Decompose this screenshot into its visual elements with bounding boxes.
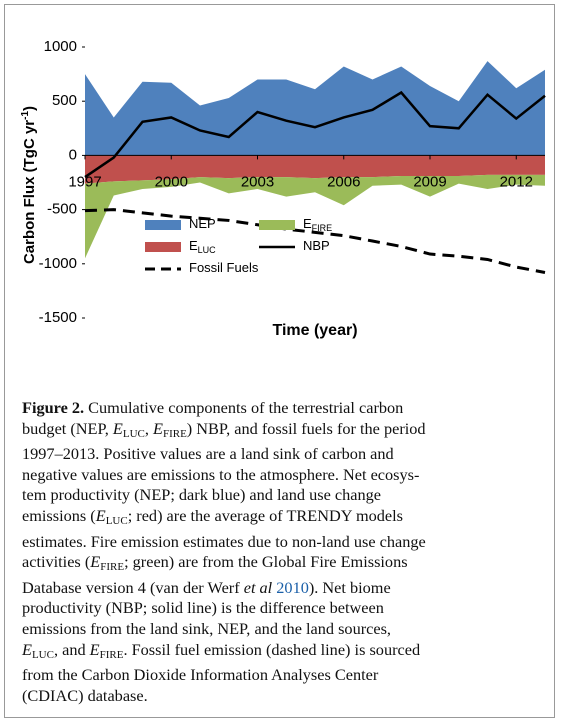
caption-line: negative values are emissions to the atm…: [22, 465, 542, 486]
caption-line: (CDIAC) database.: [22, 686, 542, 707]
y-label-sup: -1: [20, 111, 31, 120]
caption-text: E: [90, 552, 101, 572]
y-tick-label: 500: [52, 92, 77, 109]
caption-text: , and: [53, 639, 90, 659]
caption-text: emissions (: [22, 505, 96, 525]
caption-line: 1997–2013. Positive values are a land si…: [22, 444, 542, 465]
caption-text: LUC: [122, 427, 145, 440]
caption-text: tem productivity (NEP; dark blue) and la…: [22, 485, 381, 505]
y-tick-label: 1000: [44, 38, 77, 55]
caption-line: from the Carbon Dioxide Information Anal…: [22, 665, 542, 686]
caption-text: activities (: [22, 552, 91, 572]
y-label-end: ): [21, 106, 38, 111]
caption-text: LUC: [105, 514, 128, 527]
caption-text: FIRE: [162, 427, 187, 440]
caption-text: E: [89, 639, 100, 659]
x-tick-label: 2009: [413, 173, 446, 190]
area: [85, 61, 545, 156]
legend-label: Fossil Fuels: [189, 260, 259, 275]
caption-text: ). Net biome: [308, 577, 391, 597]
figure-frame: [4, 4, 555, 718]
caption-text: et al: [243, 577, 273, 597]
caption-text: ; green) are from the Global Fire Emissi…: [124, 552, 408, 572]
caption-text: FIRE: [99, 648, 124, 661]
legend-name: Fossil Fuels: [189, 260, 259, 275]
caption-text: estimates. Fire emission estimates due t…: [22, 531, 426, 551]
y-tick-label: -1500: [39, 309, 77, 326]
caption-text: Figure 2.: [22, 398, 85, 417]
legend-name: NEP: [189, 216, 216, 231]
caption-line: emissions from the land sink, NEP, and t…: [22, 619, 542, 640]
caption-text: budget (NEP,: [22, 418, 113, 438]
legend-name: E: [189, 238, 198, 253]
caption-line: Figure 2. Cumulative components of the t…: [22, 398, 542, 419]
caption-text: emissions from the land sink, NEP, and t…: [22, 618, 391, 638]
caption-text: E: [22, 639, 32, 659]
caption-line: ELUC, and EFIRE. Fossil fuel emission (d…: [22, 640, 542, 666]
legend-sub: LUC: [198, 245, 217, 255]
caption-text: FIRE: [100, 561, 125, 574]
y-tick-label: 0: [69, 146, 77, 163]
legend-label: NEP: [189, 216, 216, 231]
caption-line: estimates. Fire emission estimates due t…: [22, 532, 542, 553]
caption-text: E: [153, 418, 163, 438]
caption-text: E: [112, 418, 123, 438]
line: [84, 208, 546, 274]
caption-line: tem productivity (NEP; dark blue) and la…: [22, 485, 542, 506]
legend-swatch: [145, 220, 181, 230]
line: [84, 90, 546, 179]
caption-line: budget (NEP, ELUC, EFIRE) NBP, and fossi…: [22, 419, 542, 445]
caption-text: LUC: [31, 648, 54, 661]
caption-text: ) NBP, and fossil fuels for the period: [186, 418, 426, 438]
y-tick-label: -500: [47, 201, 77, 218]
x-tick-label: 2012: [500, 173, 533, 190]
caption-text: E: [95, 505, 106, 525]
caption-text: (CDIAC) database.: [22, 685, 148, 705]
legend-name: NBP: [303, 238, 330, 253]
x-tick-label: 2003: [241, 173, 274, 190]
caption-line: activities (EFIRE; green) are from the G…: [22, 552, 542, 578]
caption: Figure 2. Cumulative components of the t…: [22, 398, 542, 706]
caption-text: Database version 4 (van der Werf: [22, 577, 244, 597]
y-tick-label: -1000: [39, 255, 77, 272]
legend-label: NBP: [303, 238, 330, 253]
chart: Carbon Flux (TgC yr-1) Time (year) 1000 5…: [20, 38, 546, 339]
y-axis-label: Carbon Flux (TgC yr-1): [20, 106, 38, 264]
y-label-text: Carbon Flux (TgC yr: [21, 120, 38, 264]
caption-line: emissions (ELUC; red) are the average of…: [22, 506, 542, 532]
legend-swatch: [259, 220, 295, 230]
caption-text: . Fossil fuel emission (dashed line) is …: [123, 639, 421, 659]
caption-line: productivity (NBP; solid line) is the di…: [22, 598, 542, 619]
caption-text: 1997–2013. Positive values are a land si…: [22, 444, 394, 464]
caption-line: Database version 4 (van der Werf et al 2…: [22, 578, 542, 599]
area: [85, 174, 545, 259]
legend-label: EFIRE: [303, 216, 332, 233]
caption-text: from the Carbon Dioxide Information Anal…: [22, 665, 379, 685]
legend-name: E: [303, 216, 312, 231]
caption-text: productivity (NBP; solid line) is the di…: [22, 598, 384, 618]
legend-swatch: [145, 242, 181, 252]
caption-text: ; red) are the average of TRENDY models: [127, 505, 404, 525]
x-tick-label: 2000: [155, 173, 188, 190]
area: [85, 155, 545, 184]
x-axis-label: Time (year): [272, 322, 357, 339]
caption-text: negative values are emissions to the atm…: [22, 464, 420, 484]
x-tick-label: 1997: [68, 173, 101, 190]
x-tick-label: 2006: [327, 173, 360, 190]
caption-text: ,: [144, 418, 153, 438]
legend-label: ELUC: [189, 238, 216, 255]
caption-text: 2010: [276, 577, 309, 597]
legend-sub: FIRE: [312, 223, 333, 233]
caption-text: Cumulative components of the terrestrial…: [84, 398, 404, 417]
